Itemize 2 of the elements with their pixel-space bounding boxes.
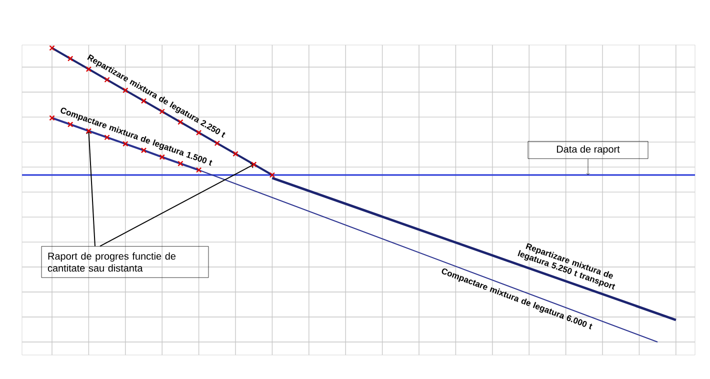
annotation: Raport de progres functie de cantitate sau distanta: [48, 252, 176, 272]
ref-line-label: Data de raport: [556, 145, 620, 155]
